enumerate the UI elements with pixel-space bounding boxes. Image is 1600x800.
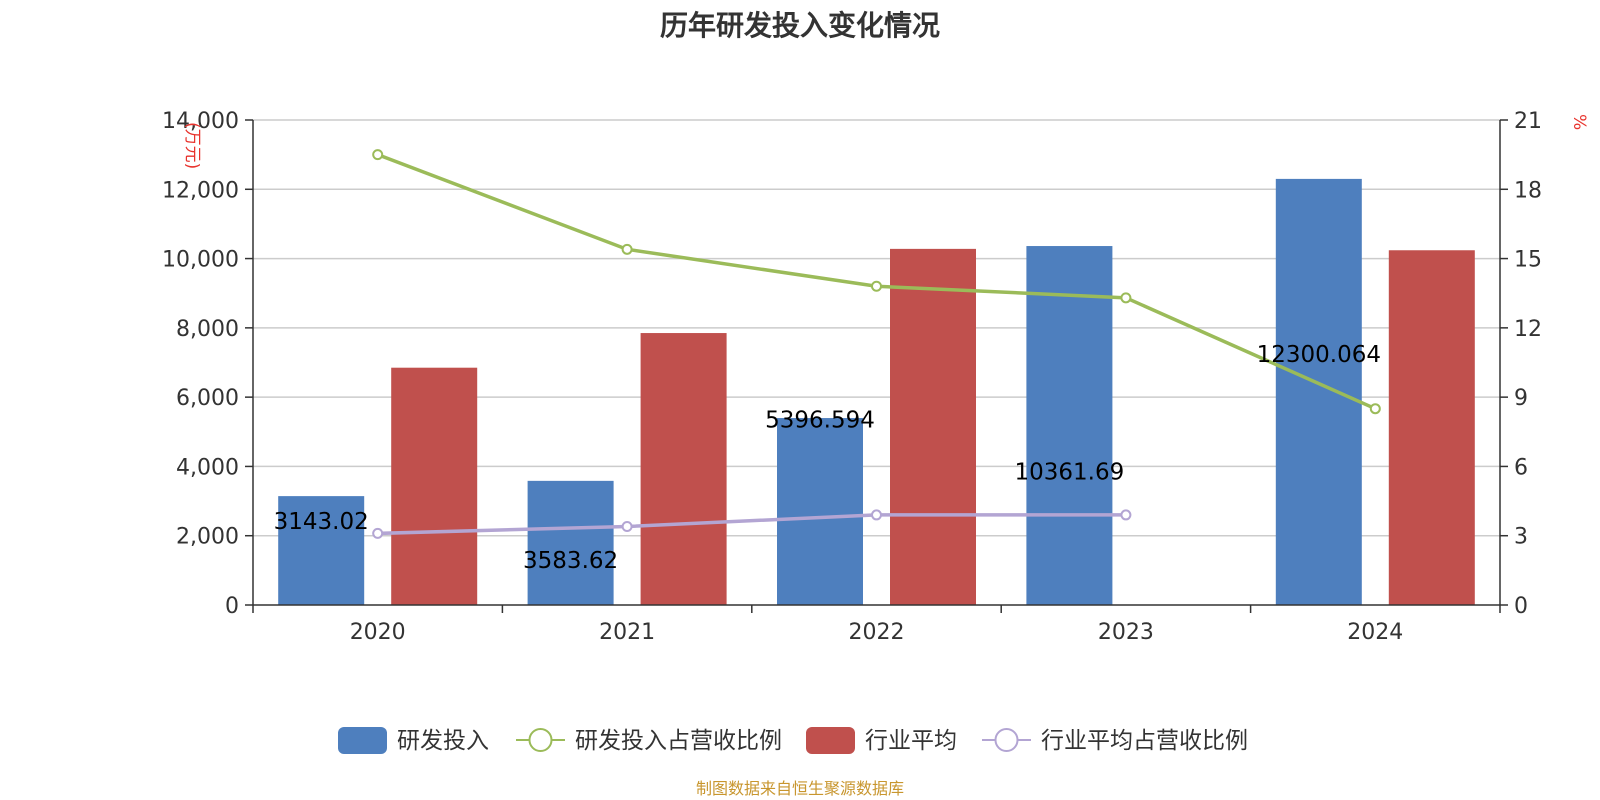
right-axis-tick-label: 6 [1514, 455, 1528, 480]
legend-label-行业平均: 行业平均 [865, 728, 957, 754]
bar-研发投入-2022 [777, 418, 863, 605]
legend-label-研发投入占营收比例: 研发投入占营收比例 [575, 728, 782, 754]
left-axis-tick-label: 8,000 [176, 317, 239, 342]
x-axis-tick-label: 2020 [350, 620, 406, 645]
source-note: 制图数据来自恒生聚源数据库 [695, 779, 904, 798]
point-行业平均占营收比例-2023 [1120, 509, 1132, 521]
data-label-2023: 10361.69 [1015, 459, 1125, 485]
left-axis-tick-label: 4,000 [176, 455, 239, 480]
x-axis-tick-label: 2023 [1098, 620, 1154, 645]
legend-swatch-研发投入 [338, 727, 387, 754]
point-行业平均占营收比例-2020 [372, 527, 384, 539]
x-axis-tick-label: 2022 [849, 620, 905, 645]
left-axis-tick-label: 6,000 [176, 386, 239, 411]
left-axis-tick-label: 2,000 [176, 525, 239, 550]
point-研发投入占营收比例-2024 [1369, 403, 1381, 415]
axes: 0 2,000 4,000 6,000 8,000 10,000 12,000 14,000 0… [162, 109, 1589, 645]
point-研发投入占营收比例-2020 [372, 149, 384, 161]
legend: 研发投入 研发投入占营收比例 行业平均 行业平均占营收比例 [338, 727, 1248, 754]
left-axis-tick-label: 10,000 [162, 248, 239, 273]
left-axis-tick-label: 0 [225, 594, 239, 619]
right-axis-tick-label: 18 [1514, 178, 1542, 203]
legend-label-研发投入: 研发投入 [397, 728, 489, 754]
point-研发投入占营收比例-2021 [621, 243, 633, 255]
legend-marker-行业平均占营收比例 [994, 728, 1019, 752]
bar-行业平均-2020 [391, 367, 478, 605]
left-axis-tick-label: 14,000 [162, 109, 239, 134]
bar-行业平均-2021 [640, 333, 727, 605]
right-axis-tick-label: 21 [1514, 109, 1542, 134]
legend-marker-研发投入占营收比例 [528, 728, 553, 752]
bar-行业平均-2022 [890, 248, 976, 605]
right-axis-unit: % [1569, 114, 1589, 130]
data-label-2022: 5396.594 [765, 407, 875, 433]
right-axis-tick-label: 0 [1514, 594, 1528, 619]
chart-title: 历年研发投入变化情况 [659, 9, 940, 42]
right-axis-tick-label: 3 [1514, 525, 1528, 550]
point-研发投入占营收比例-2022 [871, 280, 882, 292]
bar-研发投入-2024 [1275, 178, 1362, 606]
legend-swatch-行业平均 [806, 727, 855, 754]
data-label-2021: 3583.62 [523, 548, 618, 574]
line-行业平均占营收比例 [377, 513, 1126, 536]
data-label-2024: 12300.064 [1257, 342, 1381, 368]
right-axis-tick-label: 12 [1514, 317, 1542, 342]
bar-行业平均-2024 [1388, 250, 1475, 605]
bar-研发投入-2023 [1026, 246, 1113, 606]
point-行业平均占营收比例-2022 [871, 509, 882, 521]
bar-研发投入-2020 [278, 496, 365, 605]
x-axis-tick-label: 2024 [1347, 620, 1403, 645]
line-marks [372, 149, 1381, 539]
data-label-2020: 3143.02 [274, 509, 369, 535]
right-axis-tick-label: 15 [1514, 248, 1542, 273]
left-axis-unit: (万元) [182, 122, 202, 169]
bar-marks [278, 178, 1475, 606]
left-axis-tick-label: 12,000 [162, 178, 239, 203]
point-研发投入占营收比例-2023 [1120, 292, 1132, 304]
right-axis-tick-label: 9 [1514, 386, 1528, 411]
x-axis-tick-label: 2021 [599, 620, 655, 645]
legend-label-行业平均占营收比例: 行业平均占营收比例 [1041, 728, 1248, 754]
bar-研发投入-2021 [527, 480, 614, 605]
point-行业平均占营收比例-2021 [621, 520, 633, 532]
data-labels: 3143.02 3583.62 5396.594 10361.69 12300.064 [274, 342, 1381, 574]
